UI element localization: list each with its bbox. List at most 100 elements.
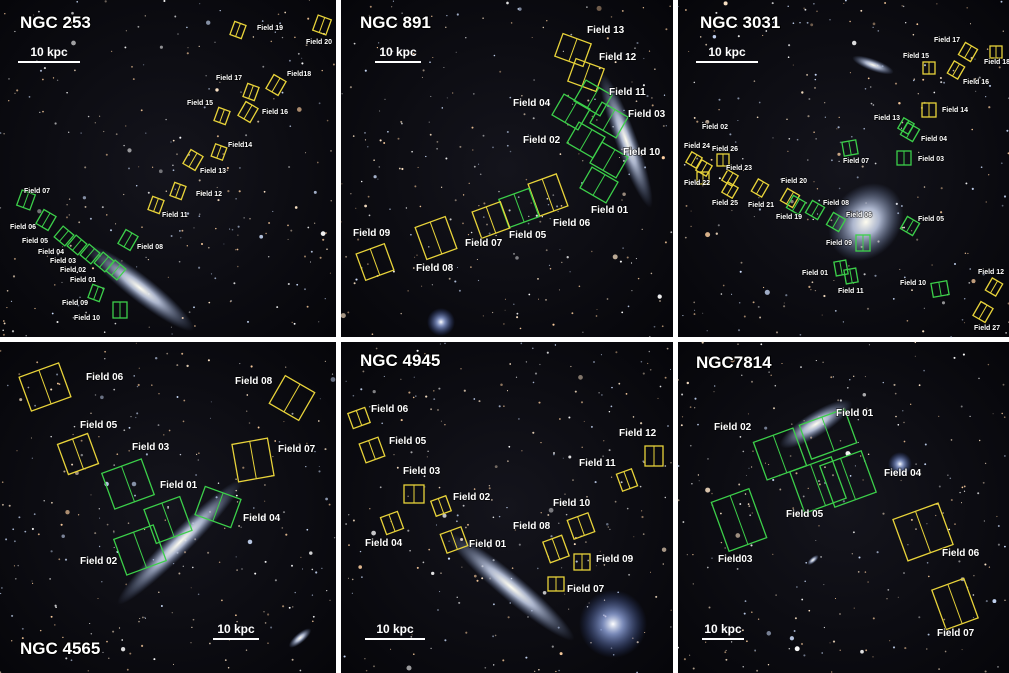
star (208, 359, 210, 361)
star (301, 62, 303, 64)
star (965, 253, 966, 254)
star (55, 122, 57, 124)
star (833, 641, 835, 643)
star (759, 317, 761, 319)
star (345, 523, 347, 525)
star (211, 401, 212, 402)
field-label: Field 19 (776, 214, 802, 221)
star (206, 21, 210, 25)
star (594, 98, 596, 100)
star (622, 10, 624, 12)
star (198, 459, 200, 461)
star (115, 223, 116, 224)
star (310, 261, 311, 262)
star (721, 293, 723, 295)
star (552, 324, 554, 326)
star (390, 649, 391, 650)
star (564, 594, 565, 595)
star (133, 78, 135, 80)
star (352, 579, 354, 581)
star (16, 89, 18, 91)
star (222, 153, 224, 155)
star (141, 645, 143, 647)
star (81, 440, 83, 442)
star (181, 230, 183, 232)
star (512, 567, 514, 569)
star (570, 366, 571, 367)
star (822, 315, 823, 316)
star (964, 491, 965, 492)
star (898, 102, 900, 104)
star (607, 37, 609, 39)
star (871, 103, 873, 105)
star (677, 6, 678, 7)
star (603, 440, 604, 441)
star (289, 607, 291, 609)
star (705, 642, 706, 643)
star (407, 290, 408, 291)
star (558, 670, 560, 672)
star (685, 9, 687, 11)
star (369, 215, 371, 217)
star (100, 395, 104, 399)
star (649, 51, 650, 52)
star (810, 23, 813, 26)
star (365, 139, 366, 140)
star (772, 479, 774, 481)
star (283, 511, 285, 513)
star (560, 652, 563, 655)
field-label: Field 11 (162, 212, 188, 219)
star (489, 233, 491, 235)
star (592, 116, 593, 117)
star (427, 451, 428, 452)
field-label: Field 27 (974, 325, 1000, 332)
star (74, 426, 76, 428)
field-label: Field 15 (187, 100, 213, 107)
star (491, 499, 493, 501)
star (440, 572, 442, 574)
star (183, 566, 184, 567)
star (860, 455, 861, 456)
star (818, 525, 820, 527)
star (693, 302, 695, 304)
star (92, 267, 94, 269)
star (319, 466, 320, 467)
star (696, 121, 698, 123)
star (539, 364, 540, 365)
star (69, 214, 71, 216)
star (801, 643, 803, 645)
star (465, 632, 467, 634)
star (702, 313, 703, 314)
star (853, 531, 855, 533)
star (953, 70, 955, 72)
star (663, 563, 665, 565)
star (407, 530, 409, 532)
star (167, 507, 168, 508)
star (201, 243, 203, 245)
star (939, 485, 941, 487)
star (951, 439, 953, 441)
star (867, 581, 869, 583)
star (681, 393, 683, 395)
star (615, 501, 617, 503)
star (355, 208, 356, 209)
star (198, 215, 200, 217)
star (387, 131, 389, 133)
star (381, 422, 383, 424)
star (32, 583, 33, 584)
star (12, 528, 14, 530)
star (433, 398, 435, 400)
star (183, 400, 185, 402)
star (677, 379, 679, 381)
star (566, 514, 568, 516)
panel: Field 17Field 18Field 15Field 16Field 14… (677, 0, 1009, 338)
star (116, 133, 118, 135)
star (71, 659, 73, 661)
star (83, 196, 86, 199)
star (318, 470, 320, 472)
scale-label: 10 kpc (708, 45, 746, 59)
star (758, 197, 759, 198)
star (291, 565, 293, 567)
star (489, 487, 491, 489)
star (843, 3, 844, 4)
